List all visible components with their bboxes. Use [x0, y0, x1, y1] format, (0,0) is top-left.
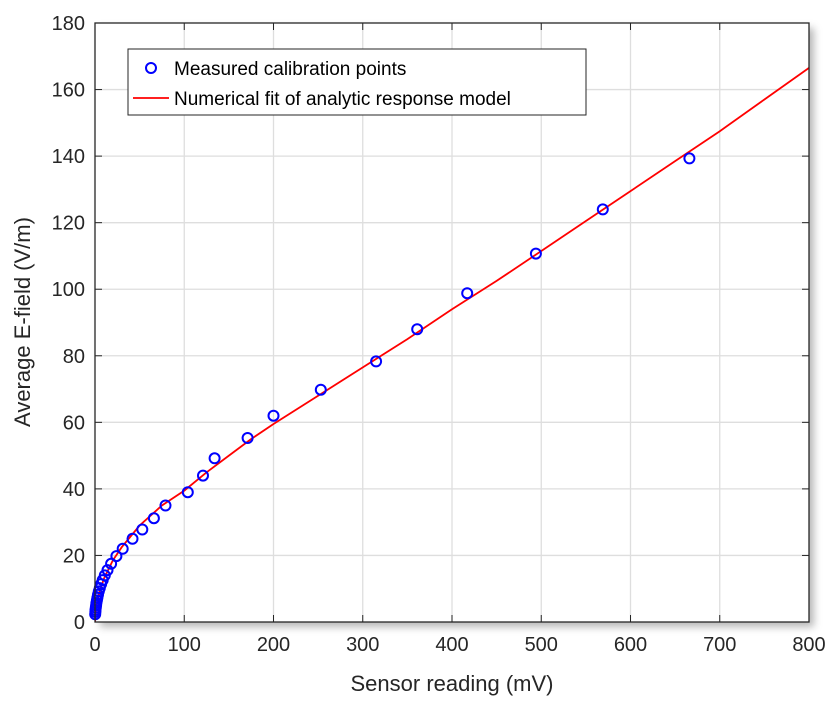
- legend-box: [127, 48, 587, 116]
- data-point: [461, 287, 474, 300]
- data-point: [683, 152, 696, 165]
- x-tick-label: 700: [703, 634, 736, 656]
- data-point: [147, 512, 160, 525]
- data-point: [208, 452, 221, 465]
- y-tick-label: 160: [52, 80, 85, 102]
- data-point: [126, 532, 139, 545]
- y-axis-title: Average E-field (V/m): [10, 217, 35, 427]
- legend[interactable]: Measured calibration points Numerical fi…: [127, 48, 587, 116]
- tick-labels: 0 100 200 300 400 500 600 700 800 0 20 40 60 80 100 120…: [52, 13, 826, 656]
- x-tick-label: 400: [435, 634, 468, 656]
- y-tick-label: 100: [52, 279, 85, 301]
- markers: [89, 152, 696, 621]
- x-tick-label: 300: [346, 634, 379, 656]
- data-point: [136, 523, 149, 536]
- data-point: [116, 542, 129, 555]
- data-point: [596, 203, 609, 216]
- x-tick-label: 200: [257, 634, 290, 656]
- x-tick-label: 800: [792, 634, 825, 656]
- data-point: [370, 355, 383, 368]
- data-point: [181, 486, 194, 499]
- x-tick-label: 100: [168, 634, 201, 656]
- x-tick-label: 600: [614, 634, 647, 656]
- plot-frame: [94, 22, 810, 623]
- x-tick-label: 500: [525, 634, 558, 656]
- y-tick-label: 120: [52, 213, 85, 235]
- legend-marker-measured: [145, 62, 157, 74]
- data-point: [529, 247, 542, 260]
- y-tick-label: 180: [52, 13, 85, 35]
- legend-label-measured: Measured calibration points: [174, 59, 406, 80]
- data-point: [110, 550, 123, 563]
- y-tick-label: 40: [63, 479, 85, 501]
- data-point: [159, 499, 172, 512]
- x-tick-label: 0: [89, 634, 100, 656]
- legend-label-fit: Numerical fit of analytic response model: [174, 89, 511, 110]
- y-tick-label: 0: [74, 612, 85, 634]
- data-point: [314, 383, 327, 396]
- data-point: [241, 432, 254, 444]
- data-point: [411, 323, 424, 336]
- data-point: [101, 564, 114, 577]
- y-tick-label: 60: [63, 412, 85, 434]
- y-tick-label: 140: [52, 146, 85, 168]
- y-tick-label: 80: [63, 346, 85, 368]
- y-tick-label: 20: [63, 545, 85, 567]
- data-point: [267, 409, 280, 422]
- data-point: [197, 469, 209, 482]
- x-axis-title: Sensor reading (mV): [351, 671, 554, 696]
